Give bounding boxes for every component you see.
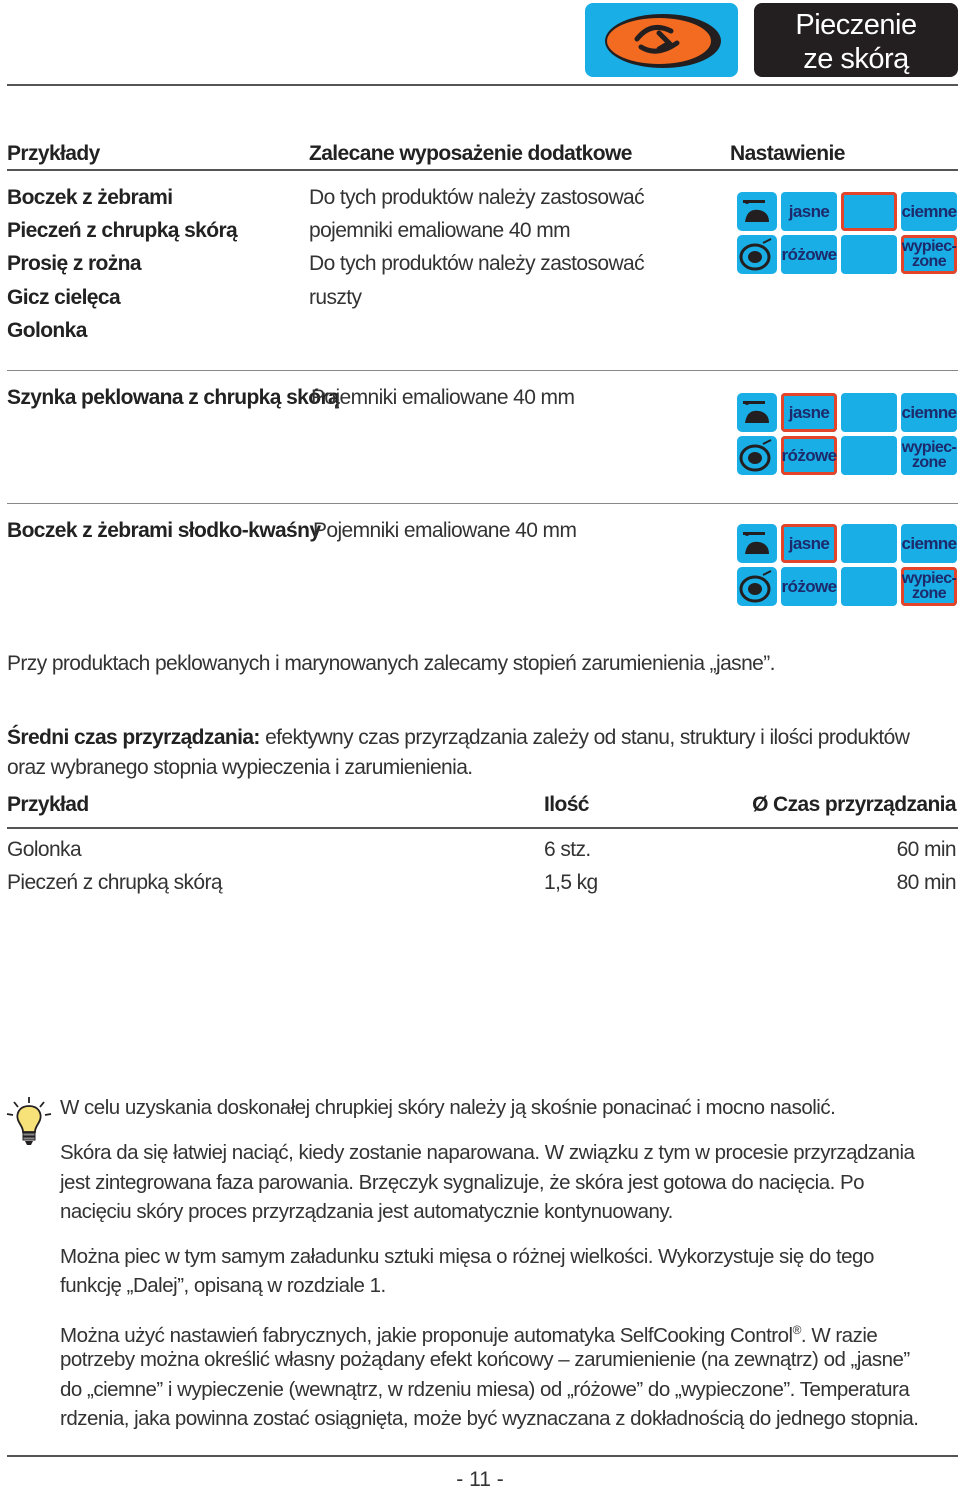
browning-icon [737,192,777,231]
setting-panel-1: jasne ciemne różowe wypiec- zone [737,192,959,278]
option-ciemne: ciemne [901,524,957,563]
option-jasne: jasne [781,192,837,231]
tip-paragraph-4-line: do „ciemne” i wypieczenie (wewnątrz, w r… [60,1378,910,1401]
browning-icon [737,524,777,563]
note-marinated: Przy produktach peklowanych i marynowany… [7,652,775,675]
tip-paragraph-3-line: Można piec w tym samym załadunku sztuki … [60,1245,874,1268]
page-title-line2: ze skórą [803,43,909,75]
lightbulb-icon [6,1096,52,1153]
option-wypieczone-line1: wypiec- [901,570,957,587]
option-medium-core [841,436,897,475]
divider [7,370,958,371]
time-table-header-quantity: Ilość [544,793,589,816]
divider [7,503,958,504]
option-wypieczone-line1: wypiec- [901,238,957,255]
col-header-setting: Nastawienie [730,142,845,165]
tip-paragraph-1: W celu uzyskania doskonałej chrupkiej sk… [60,1096,836,1119]
avg-time-text1: efektywny czas przyrządzania zależy od s… [259,726,910,749]
table-row-cell: 1,5 kg [544,871,598,894]
row3-equipment: Pojemniki emaliowane 40 mm [313,519,577,542]
option-ciemne: ciemne [901,393,957,432]
option-ciemne: ciemne [901,192,957,231]
core-doneness-icon [737,567,777,606]
tip-paragraph-4-line: Można użyć nastawień fabrycznych, jakie … [60,1316,878,1350]
option-medium-browning [841,393,897,432]
setting-panel-2: jasne ciemne różowe wypiec- zone [737,393,959,479]
option-wypieczone-line2: zone [911,253,947,270]
tip-paragraph-4-line: rdzenia, jaka powinna zostać osiągnięta,… [60,1407,919,1430]
page-title-line1: Pieczenie [795,9,917,41]
option-rozowe: różowe [781,567,837,606]
table-row-cell: Golonka [7,838,82,861]
table-row-cell: 6 stz. [544,838,591,861]
page-title: Pieczenie ze skórą [754,3,958,77]
table-row-cell: 80 min [896,871,957,894]
example-item: Prosię z rożna [7,252,142,275]
option-medium-browning [841,524,897,563]
logo-box [585,3,738,77]
tip-paragraph-2-line: nacięciu skóry proces przyrządzania jest… [60,1200,673,1223]
page-number: - 11 - [456,1468,504,1491]
option-rozowe: różowe [781,235,837,274]
roast-meat-icon [605,14,721,68]
row2-name: Szynka peklowana z chrupką skórą [7,386,340,409]
option-medium-browning [841,192,897,231]
example-item: Gicz cielęca [7,286,121,309]
option-wypieczone-line2: zone [911,454,947,471]
table-row-cell: 60 min [896,838,957,861]
option-wypieczone: wypiec- zone [901,235,957,274]
example-item: Boczek z żebrami [7,186,173,209]
time-table-header-example: Przykład [7,793,89,816]
table-row-cell: Pieczeń z chrupką skórą [7,871,223,894]
avg-time-line2: oraz wybranego stopnia wypieczenia i zar… [7,756,473,779]
option-medium-core [841,567,897,606]
option-jasne: jasne [781,393,837,432]
option-wypieczone: wypiec- zone [901,567,957,606]
row3-name: Boczek z żebrami słodko-kwaśny [7,519,321,542]
tip-text: . W razie [800,1323,878,1347]
setting-panel-3: jasne ciemne różowe wypiec- zone [737,524,959,610]
equipment-line: pojemniki emaliowane 40 mm [309,219,571,242]
divider [7,1455,958,1457]
option-rozowe: różowe [781,436,837,475]
core-doneness-icon [737,436,777,475]
divider [7,169,958,171]
equipment-line: ruszty [309,286,362,309]
example-item: Golonka [7,319,87,342]
tip-paragraph-3-line: funkcję „Dalej”, opisaną w rozdziale 1. [60,1274,386,1297]
equipment-line: Do tych produktów należy zastosować [309,186,645,209]
col-header-equipment: Zalecane wyposażenie dodatkowe [309,142,632,165]
core-doneness-icon [737,235,777,274]
example-item: Pieczeń z chrupką skórą [7,219,238,242]
avg-time-line1: Średni czas przyrządzania: efektywny cza… [7,721,910,754]
equipment-line: Do tych produktów należy zastosować [309,252,645,275]
option-wypieczone: wypiec- zone [901,436,957,475]
time-table-header-time: Ø Czas przyrządzania [752,793,957,816]
avg-time-label: Średni czas przyrządzania: [7,726,260,749]
tip-paragraph-2-line: Skóra da się łatwiej naciąć, kiedy zosta… [60,1141,915,1164]
tip-text: Można użyć nastawień fabrycznych, jakie … [60,1323,793,1347]
tip-paragraph-4-line: potrzeby można określić własny pożądany … [60,1348,910,1371]
option-jasne: jasne [781,524,837,563]
option-wypieczone-line1: wypiec- [901,439,957,456]
registered-mark: ® [792,1323,802,1337]
row2-equipment: Pojemniki emaliowane 40 mm [311,386,575,409]
option-wypieczone-line2: zone [911,585,947,602]
divider [7,827,958,829]
browning-icon [737,393,777,432]
col-header-examples: Przykłady [7,142,100,165]
option-medium-core [841,235,897,274]
tip-paragraph-2-line: jest zintegrowana faza parowania. Brzęcz… [60,1171,865,1194]
divider [7,84,958,86]
